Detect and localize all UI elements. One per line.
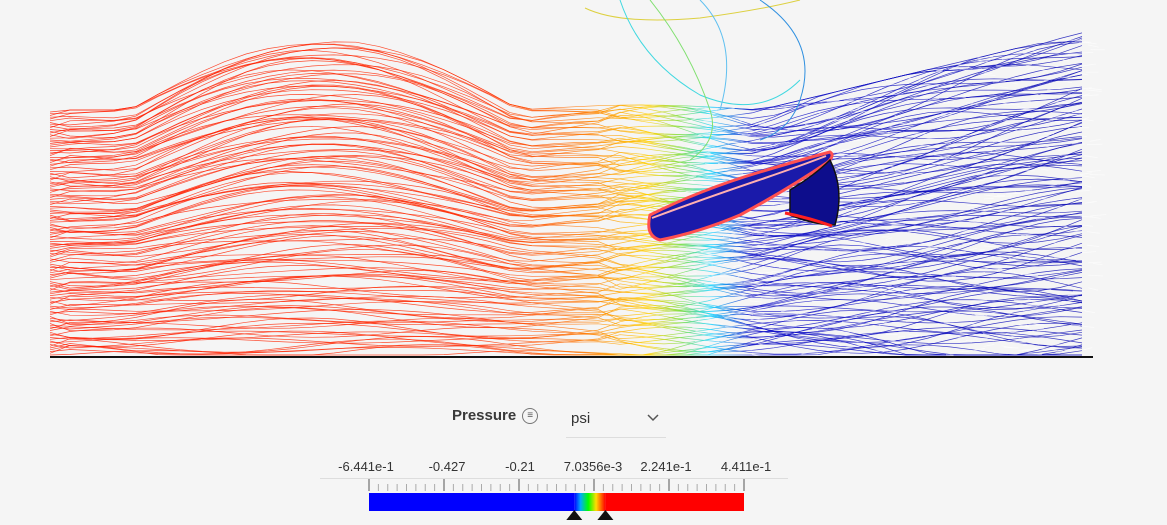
color-scale-bar bbox=[369, 493, 744, 511]
range-handles[interactable] bbox=[566, 510, 614, 520]
list-icon[interactable]: ≡ bbox=[522, 407, 539, 424]
color-bar-high bbox=[605, 493, 744, 511]
tick-label: -6.441e-1 bbox=[338, 459, 394, 474]
viewport[interactable] bbox=[0, 0, 1167, 370]
tick-label: -0.21 bbox=[505, 459, 535, 474]
tick-underline bbox=[320, 478, 788, 479]
vortex-loops bbox=[584, 0, 806, 161]
body-geometry bbox=[647, 150, 840, 242]
streamlines bbox=[49, 32, 1107, 358]
tick-label: 7.0356e-3 bbox=[563, 459, 623, 474]
tick-label: 2.241e-1 bbox=[640, 459, 692, 474]
tick-label: 4.411e-1 bbox=[720, 459, 772, 474]
legend-header: Pressure ≡ bbox=[452, 407, 539, 424]
range-handle-low[interactable] bbox=[566, 510, 583, 520]
unit-value: psi bbox=[571, 409, 591, 427]
range-handle-high[interactable] bbox=[597, 510, 614, 520]
tick-label: -0.427 bbox=[428, 459, 466, 474]
unit-dropdown[interactable]: psi bbox=[566, 399, 666, 438]
streamlines-view[interactable] bbox=[0, 0, 1167, 370]
tick-labels: -6.441e-1 -0.427 -0.21 7.0356e-3 2.241e-… bbox=[0, 459, 1167, 479]
color-bar-mid bbox=[574, 493, 606, 511]
color-bar-low bbox=[369, 493, 575, 511]
color-legend: Pressure ≡ psi -6.441e-1 -0.427 -0.21 7.… bbox=[0, 395, 1167, 525]
colorbar bbox=[368, 479, 745, 520]
chevron-down-icon bbox=[647, 414, 659, 422]
tick-marks bbox=[368, 479, 745, 491]
legend-title: Pressure bbox=[452, 407, 517, 424]
